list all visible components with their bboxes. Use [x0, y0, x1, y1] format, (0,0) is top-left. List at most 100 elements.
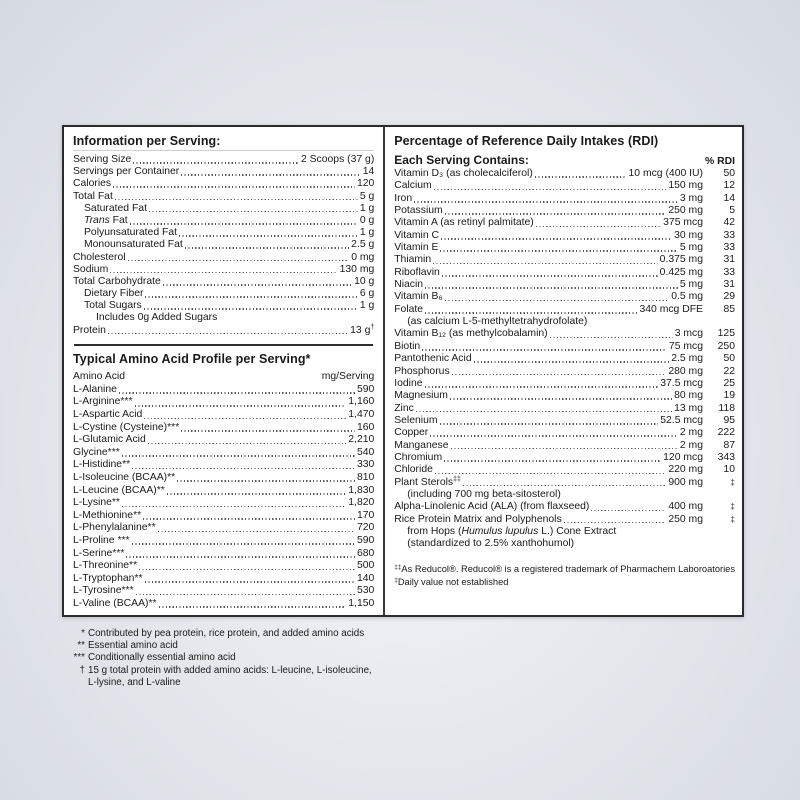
rdi-row-amount: 120 mcg	[663, 451, 703, 463]
amino-row: L-Proline *** 590	[73, 535, 374, 548]
rdi-row-label: Manganese	[394, 439, 449, 451]
info-row: Cholesterol 0 mg	[73, 252, 374, 264]
rdi-row-amount: 75 mcg	[668, 340, 703, 352]
rdi-row: Alpha-Linolenic Acid (ALA) (from flaxsee…	[394, 501, 735, 513]
rdi-row: Calcium 150 mg 12	[394, 180, 735, 192]
rdi-row: Chloride 220 mg 10	[394, 464, 735, 476]
amino-row: L-Tyrosine*** 530	[73, 585, 374, 598]
footnote-marker	[64, 677, 88, 689]
rdi-row-main: Vitamin B₁₂ (as methylcobalamin) 3 mcg	[394, 328, 703, 340]
dotted-leader	[473, 361, 670, 363]
info-row: Monounsaturated Fat 2.5 g	[73, 239, 374, 251]
left-column: Information per Serving: Serving Size 2 S…	[64, 127, 383, 615]
dotted-leader	[177, 480, 355, 483]
rdi-row-main: Vitamin E 5 mg	[394, 242, 703, 254]
amino-row-value: 1,470	[348, 409, 375, 420]
rdi-row-main: Chloride 220 mg	[394, 464, 703, 476]
rdi-row-amount: 5 mg	[679, 279, 703, 291]
info-row-value: 120	[356, 178, 375, 190]
rdi-row-label: Vitamin E	[394, 242, 439, 254]
rdi-row-main: Copper 2 mg	[394, 427, 703, 439]
amino-row-label: L-Tyrosine***	[73, 585, 134, 597]
dotted-leader	[430, 435, 678, 438]
amino-row: Glycine*** 540	[73, 447, 374, 460]
footnote-marker: †	[79, 664, 85, 676]
info-row-label: Servings per Container	[73, 166, 180, 178]
amino-row-label: L-Arginine***	[73, 396, 133, 408]
bottom-footnote: L-lysine, and L-valine	[64, 677, 372, 689]
rdi-row-main: Magnesium 80 mg	[394, 390, 703, 402]
dotted-leader	[143, 308, 358, 310]
rdi-row: Vitamin E 5 mg 33	[394, 242, 735, 254]
rdi-row-percent: 10	[723, 464, 735, 476]
dotted-leader	[110, 271, 338, 274]
info-row-value: 1 g	[359, 227, 375, 239]
rdi-row-percent: 222	[717, 427, 735, 439]
info-row-value: 14	[362, 166, 375, 178]
amino-row-label: L-Valine (BCAA)**	[73, 597, 157, 609]
amino-row-label: L-Methionine**	[73, 509, 142, 521]
dotted-leader	[425, 287, 678, 289]
rdi-row-main: Niacin 5 mg	[394, 279, 703, 291]
dotted-leader	[129, 223, 358, 225]
info-row: Includes 0g Added Sugars	[73, 312, 374, 324]
rdi-row-label: Phosphorus	[394, 365, 450, 377]
info-row: Trans Fat 0 g	[73, 215, 374, 227]
rdi-row-main: Iron 3 mg	[394, 193, 703, 205]
dotted-leader	[127, 259, 350, 262]
dotted-leader	[451, 373, 667, 376]
dotted-leader	[441, 275, 658, 277]
rdi-row-label: Magnesium	[394, 390, 448, 402]
info-row-label: Calories	[73, 178, 112, 190]
rdi-row-amount: 900 mg	[668, 476, 703, 488]
amino-row: L-Cystine (Cysteine)*** 160	[73, 422, 374, 435]
info-row-label: Total Fat	[73, 190, 113, 202]
amino-row-value: 720	[356, 522, 375, 534]
rdi-row-label: Iron	[394, 192, 413, 204]
rdi-row: Potassium 250 mg 5	[394, 205, 735, 217]
amino-row-value: 140	[356, 572, 375, 584]
rdi-row-main: Potassium 250 mg	[394, 205, 703, 217]
rdi-row-label: Biotin	[394, 340, 421, 352]
dotted-leader	[444, 460, 662, 462]
amino-title: Typical Amino Acid Profile per Serving*	[73, 351, 311, 366]
dotted-leader	[184, 247, 350, 249]
rdi-row: Vitamin C 30 mg 33	[394, 230, 735, 242]
dotted-leader	[144, 581, 355, 583]
rdi-row: Thiamin 0.375 mg 31	[394, 254, 735, 266]
footnote-text: Contributed by pea protein, rice protein…	[88, 628, 365, 639]
dotted-leader	[424, 386, 659, 388]
rdi-row-percent: 33	[723, 266, 735, 278]
rdi-col-header: % RDI	[704, 156, 735, 167]
amino-row-value: 2,210	[348, 434, 375, 446]
rdi-row: Chromium 120 mcg 343	[394, 452, 735, 464]
info-row-value: 0 g	[359, 214, 375, 226]
amino-row-value: 810	[356, 471, 375, 483]
rdi-row-main: Selenium 52.5 mcg	[394, 415, 703, 427]
info-row-value: 1 g	[359, 300, 375, 312]
dotted-leader	[132, 467, 355, 470]
info-row-label: Total Carbohydrate	[73, 275, 161, 287]
rdi-row-percent: 31	[723, 254, 735, 266]
rdi-row-main: Calcium 150 mg	[394, 180, 703, 192]
rdi-row-main: Vitamin B₆ 0.5 mg	[394, 291, 703, 303]
amino-row: L-Threonine** 500	[73, 560, 374, 573]
rdi-row-percent: 31	[723, 279, 735, 291]
rdi-row-main: Thiamin 0.375 mg	[394, 254, 703, 266]
amino-row-label: L-Threonine**	[73, 560, 138, 572]
dotted-leader	[131, 543, 355, 546]
rdi-row-amount: 400 mg	[668, 501, 703, 513]
rdi-row-label: Iodine	[394, 377, 423, 389]
dotted-leader	[549, 336, 673, 339]
rdi-row-percent: 25	[723, 377, 735, 389]
info-rows: Serving Size 2 Scoops (37 g) Servings per …	[73, 154, 374, 337]
rdi-row-amount: 3 mg	[679, 192, 703, 204]
right-column: Percentage of Reference Daily Intakes (R…	[385, 127, 742, 615]
dotted-leader	[162, 283, 353, 286]
rdi-row-amount: 2 mg	[679, 427, 703, 439]
bottom-footnote: † 15 g total protein with added amino aci…	[64, 665, 372, 677]
rdi-row-label: Chromium	[394, 451, 443, 463]
rdi-row: Vitamin D₃ (as cholecalciferol) 10 mcg (4…	[394, 168, 735, 180]
dotted-leader	[444, 299, 670, 302]
dotted-leader	[148, 210, 358, 213]
